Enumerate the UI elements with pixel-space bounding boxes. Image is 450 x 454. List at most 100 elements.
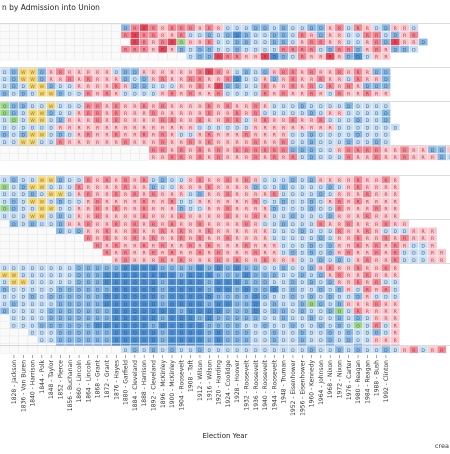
cell-label: D (21, 133, 25, 139)
empty-cell (83, 145, 94, 154)
cell-label: D (235, 26, 239, 32)
cell-label: R (170, 111, 174, 117)
cell-label: R (282, 91, 286, 97)
cell-label: D (198, 331, 202, 337)
cell-label: D (170, 338, 174, 344)
cell-label: D (300, 266, 304, 272)
cell-label: R (105, 125, 109, 131)
cell-label: D (226, 287, 230, 293)
cell-label: D (31, 91, 35, 97)
cell-label: D (310, 214, 314, 220)
cell-label: R (236, 118, 240, 124)
cell-label: D (77, 273, 81, 279)
cell-label: R (105, 91, 109, 97)
cell-label: D (384, 26, 388, 32)
empty-cell (18, 31, 29, 39)
cell-label: R (440, 251, 444, 257)
cell-label: R (115, 140, 119, 146)
cell-label: W (30, 111, 35, 117)
cell-label: W (40, 214, 45, 220)
cell-label: D (291, 287, 295, 293)
cell-label: D (170, 287, 174, 293)
cell-label: D (114, 323, 118, 329)
empty-cell (55, 152, 66, 161)
cell-label: R (133, 133, 137, 139)
cell-label: D (124, 280, 128, 286)
empty-cell (120, 38, 131, 46)
cell-label: D (226, 125, 230, 131)
empty-cell (64, 345, 75, 354)
cell-label: R (161, 148, 165, 154)
cell-label: D (49, 295, 53, 301)
cell-label: D (384, 140, 388, 146)
cell-label: R (180, 251, 184, 257)
cell-label: R (96, 199, 100, 205)
cell-label: D (263, 40, 267, 46)
cell-label: R (347, 302, 351, 308)
cell-label: D (273, 338, 277, 344)
cell-label: D (87, 273, 91, 279)
cell-label: R (273, 148, 277, 154)
cell-label: D (338, 125, 342, 131)
cell-label: R (198, 104, 202, 110)
cell-label: R (124, 207, 128, 213)
cell-label: D (245, 295, 249, 301)
cell-label: R (329, 84, 333, 90)
cell-label: D (189, 192, 193, 198)
cell-label: D (356, 111, 360, 117)
cell-label: D (300, 287, 304, 293)
cell-label: D (59, 323, 63, 329)
cell-label: D (40, 323, 44, 329)
cell-label: R (375, 91, 379, 97)
cell-label: R (208, 214, 212, 220)
cell-label: D (68, 331, 72, 337)
cell-label: R (189, 214, 193, 220)
cell-label: R (198, 178, 202, 184)
cell-label: R (77, 133, 81, 139)
empty-cell (129, 145, 140, 154)
cell-label: R (338, 207, 342, 213)
cell-label: D (291, 199, 295, 205)
cell-label: R (115, 111, 119, 117)
cell-label: R (282, 133, 286, 139)
cell-label: R (263, 243, 267, 249)
cell-label: R (394, 214, 398, 220)
cell-label: R (394, 155, 398, 161)
cell-label: D (300, 214, 304, 220)
cell-label: R (356, 258, 360, 264)
cell-label: R (124, 84, 128, 90)
x-tick-label: 1856 - Buchanan (67, 360, 74, 411)
empty-cell (0, 321, 10, 330)
cell-label: D (105, 287, 109, 293)
cell-label: D (217, 316, 221, 322)
cell-label: D (124, 348, 128, 354)
cell-label: D (59, 222, 63, 228)
cell-label: R (50, 77, 54, 83)
cell-label: D (142, 302, 146, 308)
cell-label: R (217, 251, 221, 257)
cell-label: R (105, 207, 109, 213)
empty-cell (9, 328, 19, 337)
cell-label: R (254, 199, 258, 205)
cell-label: D (68, 133, 72, 139)
cell-label: R (115, 236, 119, 242)
cell-label: R (133, 178, 137, 184)
cell-label: R (263, 155, 267, 161)
cell-label: R (291, 70, 295, 76)
cell-label: R (189, 148, 193, 154)
cell-label: D (421, 243, 425, 249)
cell-label: D (245, 309, 249, 315)
cell-label: R (143, 214, 147, 220)
cell-label: R (412, 148, 416, 154)
cell-label: R (338, 47, 342, 53)
cell-label: R (394, 266, 398, 272)
cell-label: D (245, 273, 249, 279)
empty-cell (18, 52, 29, 61)
cell-label: D (310, 207, 314, 213)
cell-label: R (189, 236, 193, 242)
cell-label: D (263, 33, 267, 39)
cell-label: D (375, 26, 379, 32)
cell-label: D (31, 323, 35, 329)
cell-label: R (217, 91, 221, 97)
x-tick-label: 1828 - Jackson (11, 360, 18, 404)
